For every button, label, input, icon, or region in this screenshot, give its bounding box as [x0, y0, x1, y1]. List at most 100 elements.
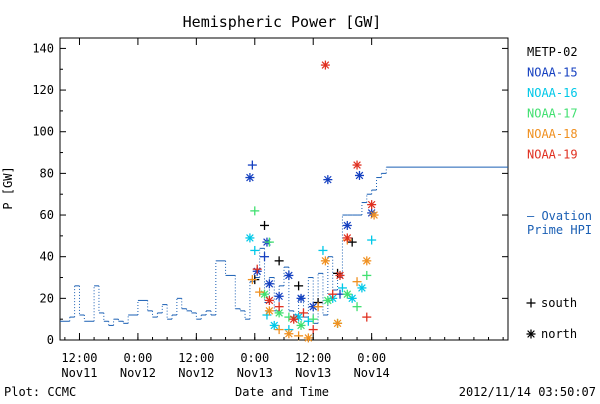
legend-item-noaa-17: NOAA-17 [527, 107, 578, 121]
data-point [354, 170, 364, 180]
data-point [298, 308, 308, 318]
marker-stroke [265, 307, 274, 315]
data-point [245, 233, 255, 243]
data-point [308, 314, 318, 324]
x-tick-label-date: Nov13 [237, 366, 273, 380]
data-point [369, 210, 379, 220]
data-point [342, 289, 352, 299]
data-point [255, 287, 265, 297]
marker-stroke [343, 290, 352, 298]
footer-timestamp: 2012/11/14 03:50:07 [459, 385, 596, 399]
legend-item-noaa-18: NOAA-18 [527, 127, 578, 141]
marker-stroke [333, 319, 342, 328]
data-point [320, 256, 330, 266]
data-point [294, 281, 304, 291]
data-point [352, 277, 362, 287]
series-noaa-19 [252, 60, 377, 335]
legend-item-metp-02: METP-02 [527, 45, 578, 59]
data-point [320, 60, 330, 70]
data-point [245, 173, 255, 183]
data-point [264, 306, 274, 316]
legend-marker-south [526, 298, 536, 308]
data-point [347, 237, 357, 247]
data-point [308, 325, 318, 335]
x-tick-label-time: 12:00 [295, 351, 331, 365]
data-point [296, 293, 306, 303]
marker-stroke [275, 292, 283, 301]
x-tick-label-date: Nov14 [354, 366, 390, 380]
data-point [333, 318, 343, 328]
marker-stroke [321, 257, 330, 265]
x-tick-label-time: 0:00 [123, 351, 152, 365]
data-point [367, 200, 377, 210]
marker-stroke [285, 271, 293, 280]
chart-title: Hemispheric Power [GW] [183, 13, 382, 31]
data-point [250, 245, 260, 255]
data-point [264, 237, 274, 247]
x-tick-label-time: 0:00 [240, 351, 269, 365]
data-point [362, 312, 372, 322]
marker-stroke [348, 294, 356, 303]
data-point [328, 289, 338, 299]
data-point [337, 283, 347, 293]
data-point [274, 325, 284, 335]
marker-stroke [246, 173, 254, 182]
marker-stroke [353, 161, 361, 169]
marker-stroke [324, 296, 332, 305]
marker-stroke [355, 171, 364, 180]
legend-item-noaa-16: NOAA-16 [527, 86, 578, 100]
data-point [247, 160, 257, 170]
marker-stroke [285, 329, 293, 338]
data-point [303, 316, 313, 326]
data-point [247, 275, 257, 285]
plot-frame [59, 37, 509, 341]
data-point [260, 220, 270, 230]
series-noaa-15 [245, 160, 377, 312]
marker-stroke [260, 290, 269, 298]
ovation-legend-line2: Prime HPI [527, 223, 592, 237]
ovation-legend-line1: — Ovation [527, 209, 592, 223]
data-point [252, 264, 262, 274]
marker-stroke [297, 321, 305, 330]
marker-stroke [367, 200, 376, 209]
data-point [274, 302, 284, 312]
data-point [362, 270, 372, 280]
data-point [250, 206, 260, 216]
x-tick-label-time: 0:00 [357, 351, 386, 365]
marker-stroke [370, 211, 378, 219]
data-point [303, 333, 313, 343]
y-tick-label: 100 [32, 125, 54, 139]
data-point [342, 220, 352, 230]
marker-stroke [265, 279, 274, 288]
satellite-series [245, 60, 379, 343]
y-tick-label: 20 [40, 291, 54, 305]
ovation-series [60, 166, 508, 326]
x-tick-label-time: 12:00 [178, 351, 214, 365]
data-point [335, 270, 345, 280]
data-point [342, 233, 352, 243]
x-tick-label-date: Nov12 [120, 366, 156, 380]
data-point [323, 175, 333, 185]
marker-stroke [309, 302, 318, 311]
axes: 02040608010012014012:00Nov110:00Nov1212:… [32, 38, 508, 380]
marker-stroke [343, 234, 352, 242]
data-point [357, 283, 367, 293]
footer-credit: Plot: CCMC [4, 385, 76, 399]
data-point [260, 252, 270, 262]
data-point [313, 302, 323, 312]
marker-stroke [297, 294, 305, 303]
y-tick-label: 80 [40, 166, 54, 180]
marker-stroke [321, 61, 330, 69]
y-tick-label: 60 [40, 208, 54, 222]
y-tick-label: 140 [32, 41, 54, 55]
legend-label-south: south [541, 296, 577, 310]
data-point [274, 291, 284, 301]
y-axis-label: P [GW] [1, 166, 15, 209]
data-point [260, 289, 270, 299]
x-tick-label-date: Nov13 [295, 366, 331, 380]
x-tick-label-date: Nov11 [61, 366, 97, 380]
marker-stroke [265, 296, 274, 305]
data-point [318, 245, 328, 255]
data-point [284, 270, 294, 280]
